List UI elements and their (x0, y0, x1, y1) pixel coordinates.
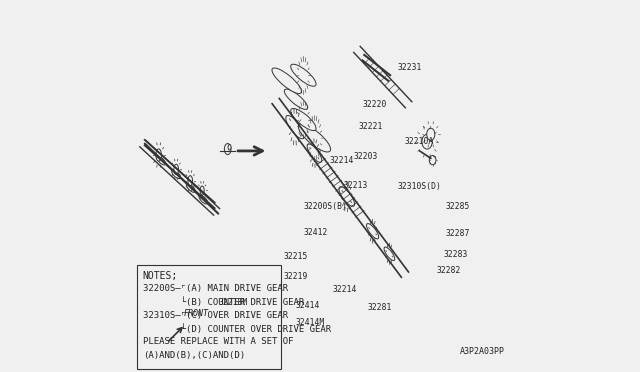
Ellipse shape (339, 187, 355, 206)
Ellipse shape (228, 144, 231, 150)
Text: 32281: 32281 (368, 303, 392, 312)
Text: 32287: 32287 (445, 230, 470, 238)
Text: 32310S–⌜(C) OVER DRIVE GEAR: 32310S–⌜(C) OVER DRIVE GEAR (143, 311, 288, 320)
Ellipse shape (427, 128, 435, 140)
Text: 32283: 32283 (444, 250, 468, 259)
Text: NOTES;: NOTES; (143, 271, 178, 281)
Text: 32214: 32214 (329, 155, 354, 165)
Text: 32414M: 32414M (296, 318, 325, 327)
Ellipse shape (429, 155, 436, 165)
Text: 32215: 32215 (283, 251, 307, 261)
Text: A3P2A03PP: A3P2A03PP (460, 347, 506, 356)
Ellipse shape (291, 64, 316, 86)
Ellipse shape (284, 89, 308, 109)
Text: 32231: 32231 (397, 63, 422, 72)
Text: └(D) COUNTER OVER DRIVE GEAR: └(D) COUNTER OVER DRIVE GEAR (143, 324, 331, 334)
Text: 32218M: 32218M (218, 298, 248, 307)
Text: 32200S–⌜(A) MAIN DRIVE GEAR: 32200S–⌜(A) MAIN DRIVE GEAR (143, 284, 288, 293)
Ellipse shape (278, 74, 295, 88)
Text: 32282: 32282 (436, 266, 461, 275)
Ellipse shape (156, 149, 161, 161)
Text: 32203: 32203 (353, 152, 378, 161)
Ellipse shape (307, 144, 322, 162)
FancyBboxPatch shape (137, 265, 281, 369)
Ellipse shape (298, 124, 331, 152)
Text: 32220: 32220 (362, 100, 387, 109)
Text: 32285: 32285 (445, 202, 470, 211)
Text: 32414: 32414 (296, 301, 321, 311)
Text: PLEASE REPLACE WITH A SET OF: PLEASE REPLACE WITH A SET OF (143, 337, 293, 346)
Ellipse shape (188, 176, 193, 186)
Ellipse shape (225, 144, 231, 155)
Text: 32213: 32213 (344, 182, 369, 190)
Text: 32219: 32219 (283, 272, 307, 281)
Ellipse shape (422, 134, 432, 149)
Ellipse shape (174, 164, 179, 174)
Text: 32221: 32221 (359, 122, 383, 131)
Ellipse shape (289, 93, 303, 105)
Text: FRONT: FRONT (184, 309, 209, 318)
Text: 32412: 32412 (303, 228, 328, 237)
Text: (A)AND(B),(C)AND(D): (A)AND(B),(C)AND(D) (143, 351, 245, 360)
Ellipse shape (200, 186, 204, 195)
Text: 32210A: 32210A (405, 137, 434, 146)
Ellipse shape (384, 247, 395, 260)
Text: 32310S(D): 32310S(D) (397, 182, 442, 190)
Ellipse shape (367, 224, 379, 239)
Text: └(B) COUNTER DRIVE GEAR: └(B) COUNTER DRIVE GEAR (143, 298, 304, 307)
Text: 32200S(B): 32200S(B) (303, 202, 348, 211)
Ellipse shape (272, 68, 301, 94)
Ellipse shape (286, 115, 305, 139)
Text: 32214: 32214 (333, 285, 357, 294)
Ellipse shape (291, 109, 316, 131)
